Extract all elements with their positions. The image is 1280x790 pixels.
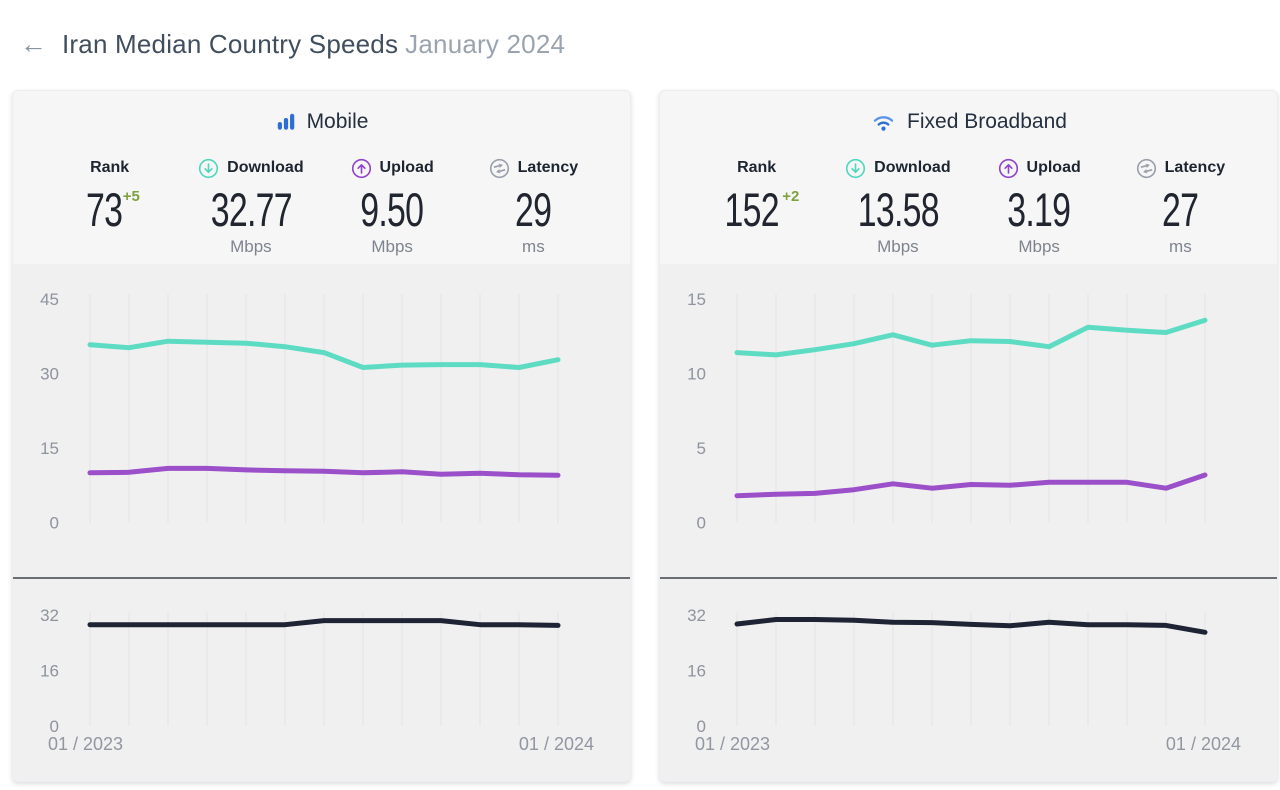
fixed-download-stat: Download 13.58 Mbps — [827, 157, 968, 257]
rank-value: 73 — [86, 183, 123, 236]
upload-label: Upload — [379, 159, 434, 176]
download-unit: Mbps — [230, 237, 272, 256]
mobile-upload-stat: Upload 9.50 Mbps — [322, 157, 463, 257]
download-label: Download — [227, 159, 304, 176]
fixed-card-title-text: Fixed Broadband — [907, 110, 1067, 133]
fixed-charts: 15 10 5 0 32 16 0 01 / 2023 01 / 2024 — [660, 264, 1277, 781]
mobile-signal-bars-icon — [275, 111, 297, 133]
rank-value: 152 — [724, 183, 779, 236]
svg-text:5: 5 — [697, 439, 706, 458]
rank-label: Rank — [90, 159, 130, 176]
latency-swap-icon — [489, 158, 510, 179]
fixed-upload-stat: Upload 3.19 Mbps — [969, 157, 1110, 257]
svg-text:45: 45 — [40, 290, 59, 309]
download-label: Download — [874, 159, 951, 176]
svg-text:01 / 2023: 01 / 2023 — [695, 734, 770, 754]
wifi-icon — [870, 111, 897, 133]
mobile-rank-stat: Rank 73 +5 — [39, 157, 180, 257]
upload-unit: Mbps — [371, 237, 413, 256]
fixed-speed-chart[interactable]: 15 10 5 0 — [660, 264, 1278, 577]
mobile-charts: 45 30 15 0 32 16 0 01 / 2023 01 / 2024 — [13, 264, 630, 781]
svg-text:32: 32 — [40, 606, 59, 625]
mobile-card-title-text: Mobile — [306, 110, 369, 133]
fixed-latency-stat: Latency 27 ms — [1110, 157, 1251, 257]
svg-text:01 / 2023: 01 / 2023 — [48, 734, 123, 754]
rank-change-badge: +5 — [122, 188, 140, 205]
upload-unit: Mbps — [1018, 237, 1060, 256]
fixed-stats-row: Rank 152 +2 Download 13.58 — [660, 157, 1277, 257]
download-value: 32.77 — [210, 183, 292, 236]
svg-text:01 / 2024: 01 / 2024 — [1166, 734, 1241, 754]
latency-value: 27 — [1162, 183, 1199, 236]
svg-text:01 / 2024: 01 / 2024 — [519, 734, 594, 754]
latency-swap-icon — [1136, 158, 1157, 179]
page-title-period: January 2024 — [405, 28, 566, 59]
latency-unit: ms — [522, 237, 545, 256]
latency-value: 29 — [515, 183, 552, 236]
mobile-download-stat: Download 32.77 Mbps — [180, 157, 321, 257]
svg-text:0: 0 — [697, 514, 706, 533]
svg-text:30: 30 — [40, 365, 59, 384]
rank-label: Rank — [737, 159, 777, 176]
rank-change-badge: +2 — [782, 188, 800, 205]
svg-text:16: 16 — [687, 662, 706, 681]
download-value: 13.58 — [857, 183, 939, 236]
fixed-card-title: Fixed Broadband — [660, 91, 1277, 134]
latency-unit: ms — [1169, 237, 1192, 256]
svg-text:15: 15 — [40, 439, 59, 458]
page-title: Iran Median Country Speeds January 2024 — [62, 29, 565, 60]
mobile-card-title: Mobile — [13, 91, 630, 134]
svg-text:15: 15 — [687, 290, 706, 309]
svg-text:32: 32 — [687, 606, 706, 625]
download-arrow-icon — [198, 158, 219, 179]
upload-value: 3.19 — [1007, 183, 1072, 236]
mobile-speed-chart[interactable]: 45 30 15 0 — [13, 264, 631, 577]
upload-value: 9.50 — [360, 183, 425, 236]
mobile-stats-row: Rank 73 +5 Download 32.77 — [13, 157, 630, 257]
svg-text:16: 16 — [40, 662, 59, 681]
upload-label: Upload — [1026, 159, 1081, 176]
latency-label: Latency — [517, 159, 579, 176]
chart-divider — [660, 577, 1277, 579]
fixed-rank-stat: Rank 152 +2 — [686, 157, 827, 257]
download-arrow-icon — [845, 158, 866, 179]
mobile-card: Mobile Rank 73 +5 Downloa — [12, 90, 631, 782]
upload-arrow-icon — [351, 158, 372, 179]
svg-text:10: 10 — [687, 365, 706, 384]
page-title-text: Iran Median Country Speeds — [62, 28, 399, 59]
fixed-latency-chart[interactable]: 32 16 001 / 2023 01 / 2024 — [660, 579, 1278, 781]
latency-label: Latency — [1164, 159, 1226, 176]
chart-divider — [13, 577, 630, 579]
mobile-latency-stat: Latency 29 ms — [463, 157, 604, 257]
back-arrow-icon[interactable]: ← — [20, 28, 47, 59]
svg-text:0: 0 — [697, 717, 706, 736]
cards-container: Mobile Rank 73 +5 Downloa — [12, 90, 1280, 782]
svg-text:0: 0 — [50, 717, 59, 736]
upload-arrow-icon — [998, 158, 1019, 179]
page-header: ← Iran Median Country Speeds January 2024 — [0, 0, 1280, 62]
fixed-broadband-card: Fixed Broadband Rank 152 +2 — [659, 90, 1278, 782]
download-unit: Mbps — [877, 237, 919, 256]
svg-text:0: 0 — [50, 514, 59, 533]
mobile-latency-chart[interactable]: 32 16 001 / 2023 01 / 2024 — [13, 579, 631, 781]
